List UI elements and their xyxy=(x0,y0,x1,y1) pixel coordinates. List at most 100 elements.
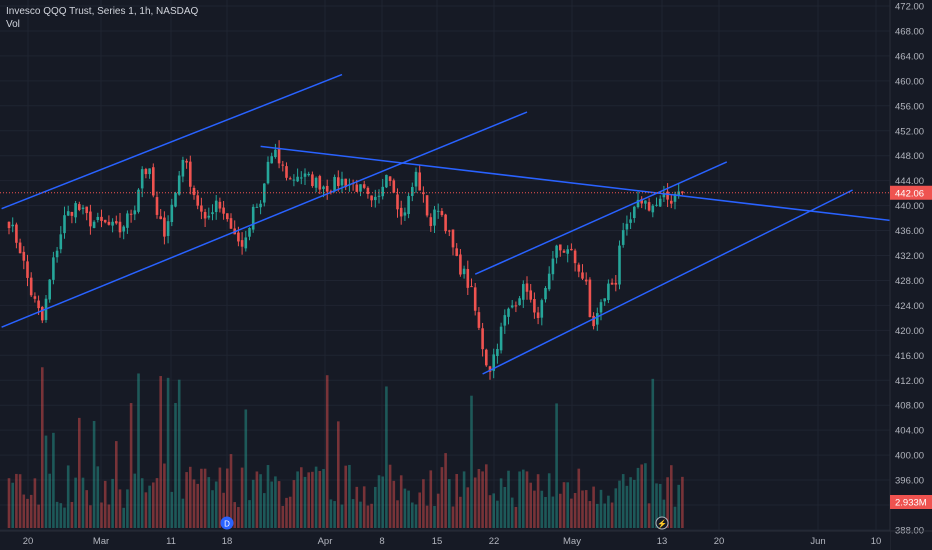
volume-bar xyxy=(566,482,569,528)
candle-body xyxy=(292,179,296,181)
volume-bar xyxy=(533,490,536,528)
candle-body xyxy=(536,312,540,318)
trendlines[interactable] xyxy=(1,73,898,375)
price-axis[interactable]: 388.00392.00396.00400.00404.00408.00412.… xyxy=(889,0,932,550)
candle-body xyxy=(137,189,140,212)
volume-bar xyxy=(440,467,444,528)
volume-bar xyxy=(392,480,396,528)
candle-body xyxy=(499,326,503,351)
candle-body xyxy=(214,200,218,213)
volume-bar xyxy=(181,498,185,528)
volume-bar xyxy=(70,501,74,528)
candle-body xyxy=(270,156,273,164)
volume-bar xyxy=(573,492,577,528)
candle-body xyxy=(666,191,669,200)
time-tick-label: 8 xyxy=(379,536,384,547)
candle-body xyxy=(644,200,647,204)
candle-body xyxy=(573,250,577,264)
volume-bar xyxy=(470,395,473,528)
volume-bar xyxy=(340,504,344,528)
current-volume-badge xyxy=(890,495,932,509)
volume-bar xyxy=(670,465,673,528)
candle-body xyxy=(29,277,33,296)
price-tick-label: 412.00 xyxy=(895,376,924,387)
volume-bar xyxy=(277,481,281,528)
volume-bar xyxy=(214,481,218,528)
volume-bar xyxy=(203,468,207,528)
volume-bar xyxy=(63,507,66,528)
volume-bar xyxy=(499,478,503,528)
candle-body xyxy=(222,207,225,214)
volume-bar xyxy=(237,507,240,528)
volume-bar xyxy=(218,467,222,528)
volume-bar xyxy=(374,486,377,528)
candle-body xyxy=(211,212,214,215)
candle-body xyxy=(148,168,151,175)
volume-bar xyxy=(436,493,440,528)
volume-bar xyxy=(429,470,433,528)
volume-bar xyxy=(233,502,236,528)
candle-body xyxy=(433,209,436,226)
price-tick-label: 420.00 xyxy=(895,326,924,337)
candle-body xyxy=(559,244,562,251)
candle-body xyxy=(266,161,270,184)
volume-bar xyxy=(133,473,137,528)
time-axis[interactable]: 20 Mar 11 18 Apr 8 15 22 May 13 20 Jun 10 xyxy=(0,530,932,550)
candle-body xyxy=(277,147,281,164)
candle-body xyxy=(100,216,103,221)
volume-bar xyxy=(92,420,96,528)
candle-body xyxy=(144,169,148,175)
earnings-marker-icon: ⚡ xyxy=(655,516,669,530)
volume-bar xyxy=(314,466,318,528)
candle-body xyxy=(200,205,203,212)
candle-body xyxy=(407,196,410,215)
candle-body xyxy=(496,348,499,357)
candle-body xyxy=(414,171,418,187)
volume-bar xyxy=(37,504,40,528)
candle-body xyxy=(610,282,614,285)
candle-body xyxy=(152,167,155,196)
volume-bar xyxy=(411,502,414,528)
candle-body xyxy=(588,279,592,318)
volume-bar xyxy=(547,473,551,528)
volume-bar xyxy=(662,499,666,528)
candle-body xyxy=(281,164,285,166)
volume-bar xyxy=(666,477,669,528)
candle-body xyxy=(377,195,381,197)
symbol-title[interactable]: Invesco QQQ Trust, Series 1, 1h, NASDAQ xyxy=(6,6,199,17)
candle-body xyxy=(584,279,588,282)
volume-label[interactable]: Vol xyxy=(6,19,20,30)
candle-body xyxy=(118,221,122,233)
volume-bar xyxy=(422,479,425,528)
volume-bar xyxy=(529,482,532,528)
volume-bar xyxy=(551,496,555,528)
volume-bar xyxy=(15,473,18,528)
price-tick-label: 444.00 xyxy=(895,176,924,187)
volume-bar xyxy=(200,468,203,528)
candle-body xyxy=(411,187,414,196)
price-tick-label: 440.00 xyxy=(895,201,924,212)
volume-bar xyxy=(311,471,314,528)
volume-bar xyxy=(348,464,351,528)
candle-body xyxy=(436,210,440,212)
candle-body xyxy=(218,201,222,209)
candle-body xyxy=(325,185,329,192)
volume-bar xyxy=(362,486,366,528)
event-markers[interactable]: D ⚡ xyxy=(220,516,669,530)
candle-body xyxy=(399,207,403,217)
candle-body xyxy=(670,200,673,204)
candle-body xyxy=(166,221,170,236)
volume-bar xyxy=(107,504,111,528)
candle-body xyxy=(33,296,37,299)
trendline xyxy=(1,111,528,328)
volume-bar xyxy=(41,367,44,528)
volume-bar xyxy=(296,471,299,528)
candle-body xyxy=(41,306,44,321)
time-tick-label: 20 xyxy=(23,536,34,547)
volume-bar xyxy=(366,505,370,528)
candle-body xyxy=(444,214,447,232)
volume-bar xyxy=(18,474,22,528)
volume-bar xyxy=(492,493,495,528)
